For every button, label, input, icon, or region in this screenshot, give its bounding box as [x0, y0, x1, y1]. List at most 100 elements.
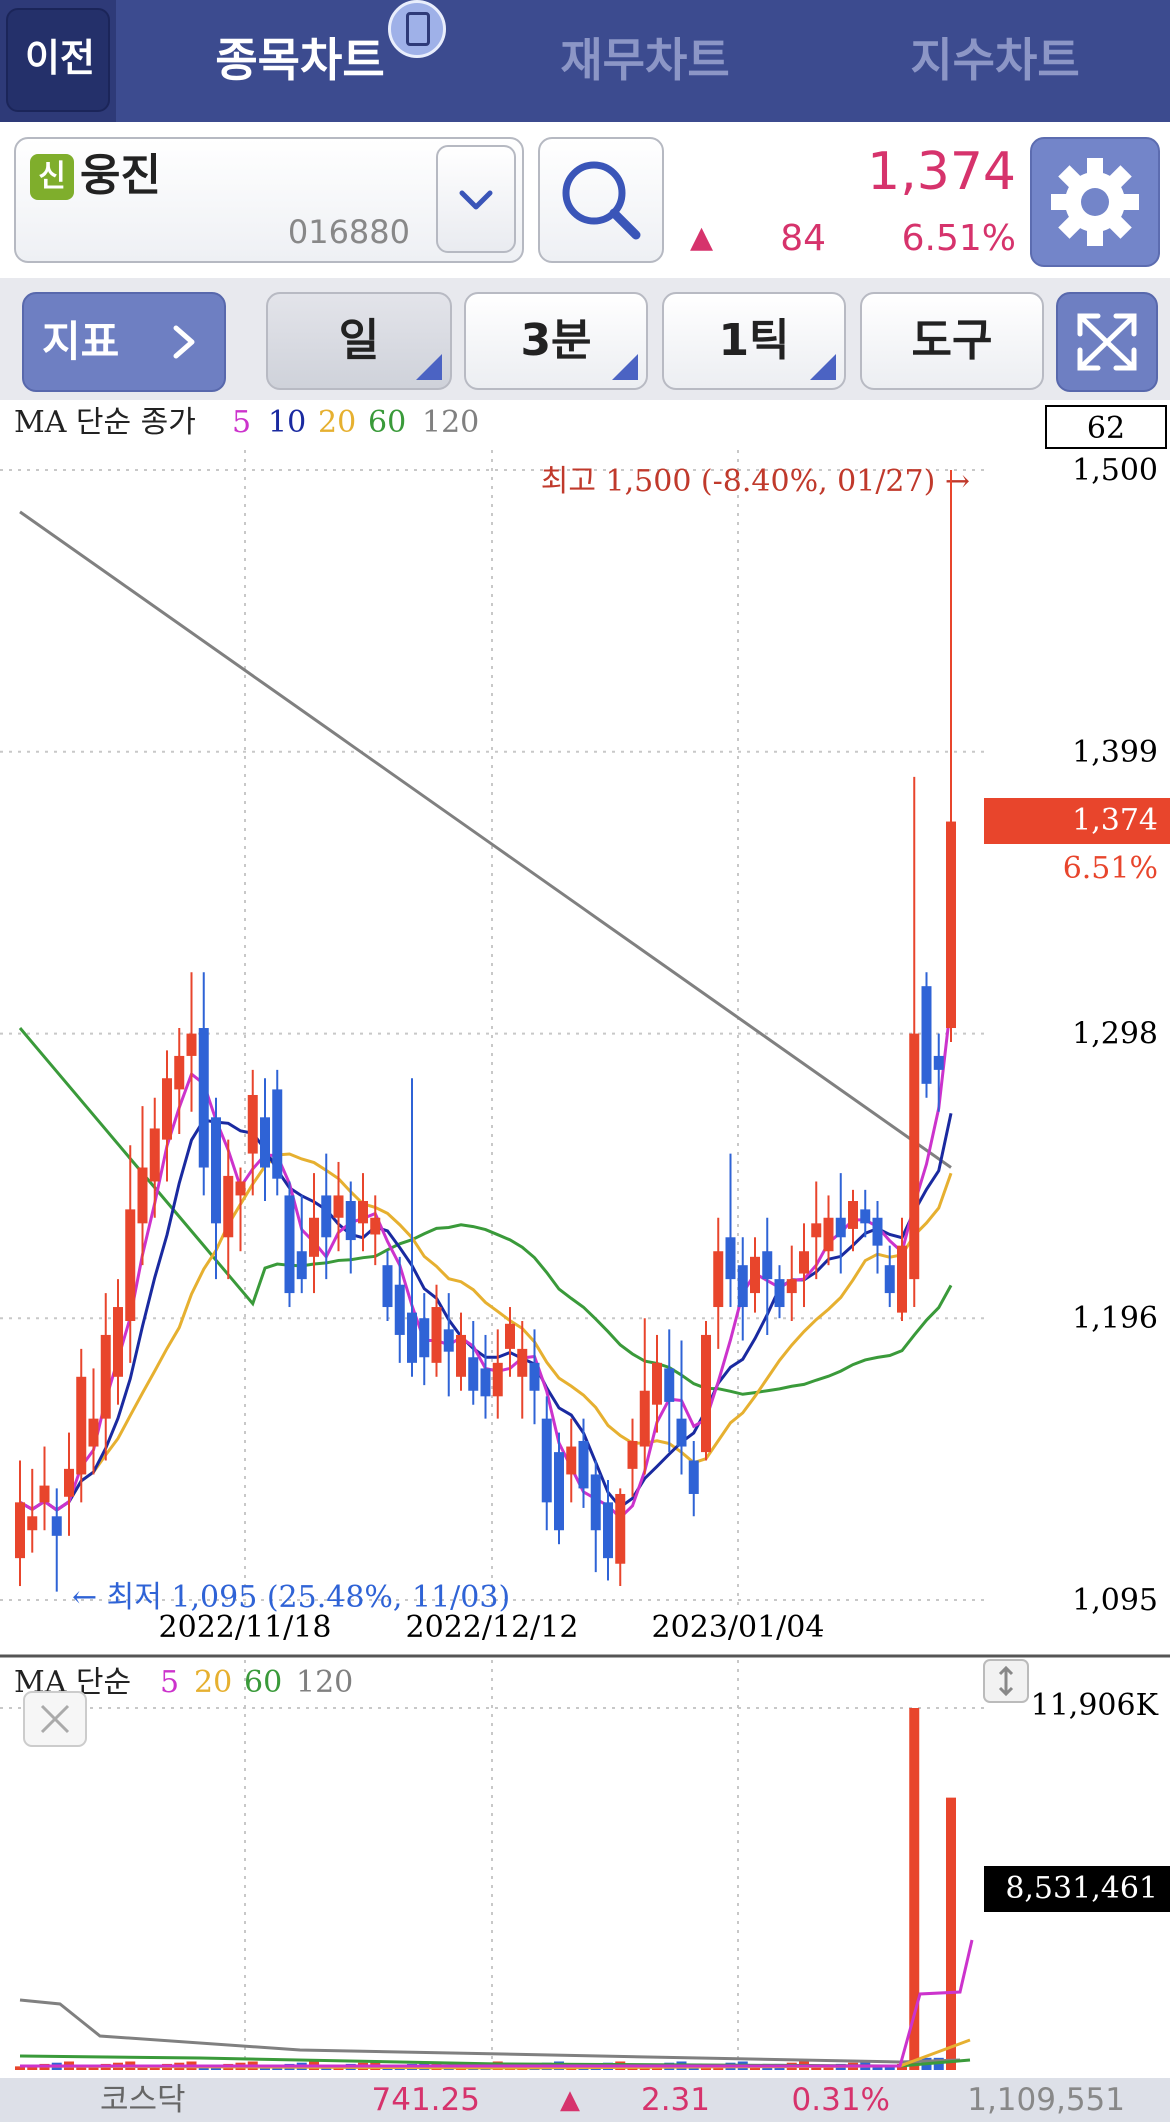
candle-body — [309, 1217, 319, 1257]
y-tick-label: 1,095 — [1072, 1583, 1158, 1618]
candle-body — [590, 1474, 601, 1531]
candle-body — [566, 1446, 577, 1475]
stock-chart[interactable]: MA 단순 종가 5 10 20 60 120 62 1,500 1,399 1,2… — [0, 400, 1170, 2086]
period-day-button[interactable]: 일 — [266, 292, 452, 390]
panel-resize-button[interactable] — [983, 1659, 1029, 1703]
stock-dropdown-button[interactable] — [436, 145, 516, 253]
candle-body — [149, 1128, 160, 1182]
candle-body — [823, 1217, 834, 1252]
candle-body — [247, 1094, 258, 1154]
candle-body — [211, 1117, 221, 1224]
candle-body — [664, 1368, 675, 1402]
candle-body — [162, 1078, 172, 1140]
low-annotation: ← 최저 1,095 (25.48%, 11/03) — [72, 1580, 510, 1615]
candle-body — [468, 1357, 479, 1391]
fullscreen-button[interactable] — [1056, 292, 1158, 392]
candle-body — [64, 1468, 74, 1497]
price-axis-labels: 1,500 1,399 1,298 1,196 1,095 — [1072, 453, 1158, 1618]
y-tick-label: 1,298 — [1072, 1017, 1158, 1052]
expand-icon — [1077, 313, 1137, 371]
candle-body — [517, 1348, 528, 1377]
ma60-line — [18, 1027, 953, 1396]
volume-bar — [884, 2065, 895, 2070]
candle-body — [235, 1181, 246, 1196]
volume-bar — [811, 2066, 822, 2070]
candle-body — [921, 986, 932, 1084]
current-pct-label: 6.51% — [1063, 851, 1158, 886]
candle-body — [394, 1284, 405, 1335]
tab-index-chart[interactable]: 지수차트 — [910, 33, 1080, 87]
period-3min-button[interactable]: 3분 — [464, 292, 648, 390]
indicator-button[interactable]: 지표 — [22, 292, 226, 392]
x-tick-label: 2022/11/18 — [159, 1610, 332, 1645]
candle-body — [333, 1195, 344, 1218]
volume-bar — [27, 2065, 38, 2070]
candle-body — [113, 1307, 123, 1377]
ma20-line — [19, 1152, 953, 1512]
candle-body — [933, 1055, 944, 1070]
y-tick-label: 1,500 — [1072, 453, 1158, 488]
candle-body — [284, 1195, 295, 1294]
period-1tick-button[interactable]: 1틱 — [662, 292, 846, 390]
period-3min-label: 3분 — [520, 315, 592, 366]
candle-body — [480, 1368, 491, 1397]
candle-body — [554, 1452, 564, 1531]
candle-body — [774, 1279, 785, 1308]
stock-name: 웅진 — [80, 150, 161, 201]
close-icon — [40, 1704, 70, 1734]
period-day-label: 일 — [338, 315, 380, 366]
candle-body — [88, 1418, 99, 1447]
date-axis-labels: 2022/11/18 2022/12/12 2023/01/04 — [159, 1610, 825, 1645]
candle-body — [407, 1312, 417, 1363]
candle-body — [676, 1418, 687, 1447]
current-volume-label: 8,531,461 — [1005, 1871, 1158, 1906]
candle-body — [627, 1440, 638, 1469]
tab-stock-chart[interactable]: 종목차트 — [215, 33, 385, 87]
candle-body — [260, 1117, 270, 1168]
new-stock-badge: 신 — [30, 154, 74, 200]
candle-body — [688, 1460, 699, 1494]
candle-body — [272, 1089, 283, 1179]
y-tick-label: 1,196 — [1072, 1301, 1158, 1336]
candle-body — [174, 1055, 185, 1090]
candle-body — [578, 1440, 589, 1489]
index-ticker-bar[interactable]: 코스닥 741.25 ▲ 2.31 0.31% 1,109,551 — [0, 2078, 1170, 2122]
candle-body — [51, 1516, 62, 1536]
index-value: 741.25 — [371, 2082, 480, 2118]
tab-financial-chart[interactable]: 재무차트 — [560, 33, 730, 87]
candle-body — [713, 1251, 724, 1308]
candle-body — [296, 1251, 307, 1280]
candle-body — [860, 1209, 871, 1224]
candle-body — [321, 1195, 332, 1238]
close-volume-button[interactable] — [23, 1691, 87, 1747]
candle-body — [223, 1175, 234, 1238]
price-change: 84 — [780, 218, 826, 259]
index-name: 코스닥 — [100, 2082, 186, 2118]
back-button[interactable]: 이전 — [0, 0, 116, 122]
candle-body — [872, 1217, 883, 1246]
volume-bar — [15, 2066, 25, 2070]
candle-body — [897, 1245, 907, 1313]
price-ma-periods: 5 10 20 60 120 — [232, 405, 479, 440]
candle-body — [737, 1265, 748, 1308]
candle-body — [750, 1256, 760, 1294]
volume-ma-periods: 5 20 60 120 — [160, 1665, 353, 1700]
candle-body — [186, 1033, 197, 1056]
x-tick-label: 2023/01/04 — [652, 1610, 825, 1645]
search-button[interactable] — [538, 137, 664, 263]
candle-body — [541, 1418, 552, 1503]
tools-button[interactable]: 도구 — [860, 292, 1044, 390]
candle-body — [100, 1334, 111, 1419]
high-annotation: 최고 1,500 (-8.40%, 01/27) → — [541, 464, 970, 499]
refresh-icon[interactable] — [388, 0, 446, 58]
candle-body — [492, 1362, 503, 1397]
candle-body — [456, 1334, 466, 1377]
ma120-line — [19, 510, 952, 1169]
volume-bar — [137, 2066, 148, 2070]
count-box-label: 62 — [1087, 411, 1125, 446]
candle-body — [799, 1251, 809, 1274]
candle-body — [443, 1329, 454, 1352]
candle-body — [946, 821, 956, 1029]
candle-body — [370, 1217, 381, 1235]
settings-button[interactable] — [1030, 137, 1160, 267]
